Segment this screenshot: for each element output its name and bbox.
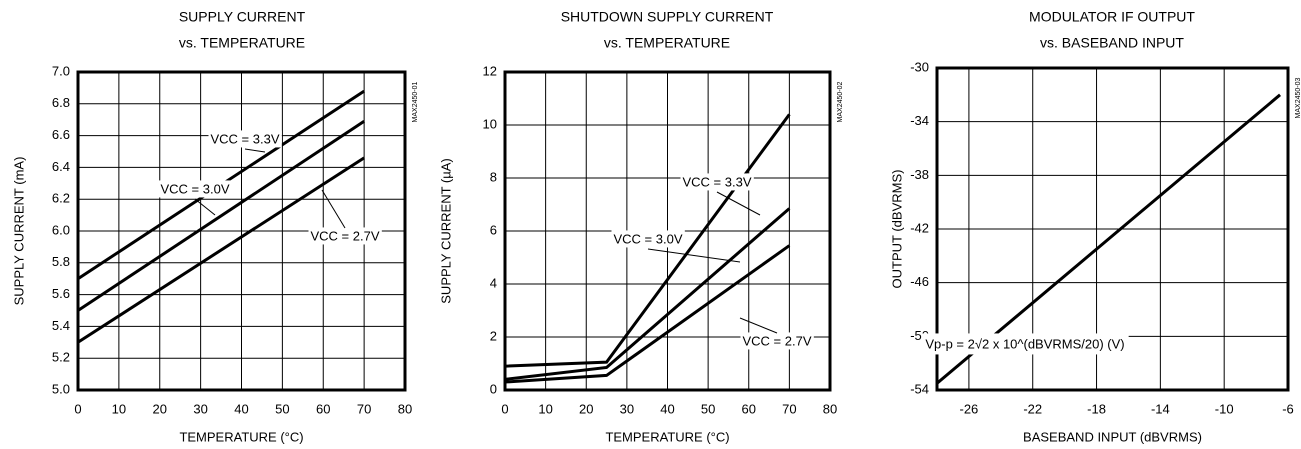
y-tick-label: 6.8	[52, 95, 70, 110]
x-tick-label: 10	[538, 401, 552, 416]
leader-line	[321, 189, 346, 229]
y-tick-label: 12	[483, 63, 497, 78]
plot-frame	[503, 70, 832, 392]
y-tick-label: 6.4	[52, 159, 70, 174]
x-tick-label: 30	[620, 401, 634, 416]
leader-line	[716, 191, 761, 216]
y-tick-label: -42	[910, 220, 929, 235]
x-tick-label: 80	[398, 401, 412, 416]
x-tick-label: -18	[1087, 401, 1106, 416]
leader-line	[194, 198, 216, 216]
x-tick-label: 40	[234, 401, 248, 416]
y-tick-label: 6.6	[52, 127, 70, 142]
series-label: VCC = 2.7V	[742, 333, 811, 348]
chart-title: vs. TEMPERATURE	[604, 35, 730, 51]
label-bg	[208, 130, 282, 148]
label-bg	[680, 173, 754, 191]
series-line	[504, 113, 791, 368]
formula-bg	[921, 333, 1129, 355]
y-axis-label: OUTPUT (dBVRMS)	[889, 170, 904, 289]
x-tick-label: -6	[1282, 401, 1294, 416]
plot-frame	[935, 66, 1290, 392]
x-tick-label: 20	[579, 401, 593, 416]
y-axis-label: SUPPLY CURRENT (µA)	[438, 158, 453, 303]
label-bg	[308, 227, 382, 245]
x-axis-label: BASEBAND INPUT (dBVRMS)	[1023, 429, 1202, 444]
series-label: VCC = 3.0V	[160, 181, 229, 196]
side-label: MAX2450-01	[412, 81, 419, 122]
x-tick-label: -22	[1023, 401, 1042, 416]
y-tick-label: 10	[483, 116, 497, 131]
series-line	[77, 156, 365, 344]
x-tick-label: -26	[960, 401, 979, 416]
x-tick-label: -14	[1151, 401, 1170, 416]
x-tick-label: 70	[782, 401, 796, 416]
x-axis-label: TEMPERATURE (°C)	[179, 429, 303, 444]
y-tick-label: 0	[490, 381, 497, 396]
y-tick-label: -38	[910, 167, 929, 182]
leader-line	[244, 148, 266, 153]
y-tick-label: 5.0	[52, 381, 70, 396]
chart-title: MODULATOR IF OUTPUT	[1029, 9, 1195, 25]
x-tick-label: -10	[1215, 401, 1234, 416]
y-tick-label: -46	[910, 274, 929, 289]
chart-title: vs. TEMPERATURE	[179, 35, 305, 51]
series-line	[77, 120, 365, 312]
leader-line	[647, 248, 741, 263]
x-tick-label: 60	[742, 401, 756, 416]
x-tick-label: 80	[823, 401, 837, 416]
x-tick-label: 50	[275, 401, 289, 416]
y-tick-label: 5.6	[52, 286, 70, 301]
label-bg	[740, 332, 814, 350]
side-label: MAX2450-02	[837, 81, 844, 122]
x-tick-label: 70	[357, 401, 371, 416]
y-tick-label: 6.0	[52, 222, 70, 237]
y-tick-label: -34	[910, 113, 929, 128]
series-label: VCC = 2.7V	[310, 228, 379, 243]
y-tick-label: 6.2	[52, 191, 70, 206]
side-label: MAX2450-03	[1295, 77, 1301, 118]
x-tick-label: 50	[701, 401, 715, 416]
chart-title: SUPPLY CURRENT	[179, 9, 306, 25]
x-tick-label: 0	[74, 401, 81, 416]
y-tick-label: 5.8	[52, 254, 70, 269]
x-axis-label: TEMPERATURE (°C)	[605, 429, 729, 444]
series-line	[504, 207, 791, 381]
y-tick-label: 4	[490, 275, 497, 290]
formula: Vp-p = 2√2 x 10^(dBVRMS/20) (V)	[925, 336, 1124, 351]
chart-title: vs. BASEBAND INPUT	[1040, 35, 1184, 51]
leader-line	[739, 317, 778, 334]
y-axis-label: SUPPLY CURRENT (mA)	[11, 157, 26, 306]
x-tick-label: 60	[316, 401, 330, 416]
y-tick-label: 2	[490, 328, 497, 343]
label-bg	[158, 180, 232, 198]
y-tick-label: -54	[910, 381, 929, 396]
y-tick-label: 5.2	[52, 350, 70, 365]
x-tick-label: 0	[501, 401, 508, 416]
y-tick-label: 7.0	[52, 63, 70, 78]
y-tick-label: 5.4	[52, 318, 70, 333]
series-label: VCC = 3.3V	[210, 131, 279, 146]
y-tick-label: -30	[910, 59, 929, 74]
chart-title: SHUTDOWN SUPPLY CURRENT	[561, 9, 774, 25]
series-line	[504, 244, 791, 384]
x-tick-label: 10	[112, 401, 126, 416]
label-bg	[611, 230, 685, 248]
series-label: VCC = 3.0V	[613, 231, 682, 246]
x-tick-label: 40	[660, 401, 674, 416]
x-tick-label: 30	[193, 401, 207, 416]
series-label: VCC = 3.3V	[682, 174, 751, 189]
y-tick-label: 8	[490, 169, 497, 184]
y-tick-label: 6	[490, 222, 497, 237]
x-tick-label: 20	[153, 401, 167, 416]
plot-frame	[76, 70, 407, 392]
